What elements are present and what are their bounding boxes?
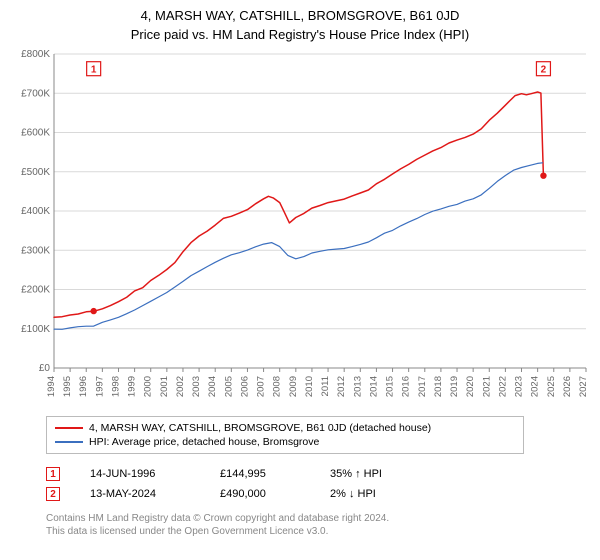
svg-text:£700K: £700K xyxy=(21,88,50,99)
svg-text:2021: 2021 xyxy=(481,376,492,397)
sales-row-1: 1 14-JUN-1996 £144,995 35% ↑ HPI xyxy=(46,464,584,484)
svg-text:2006: 2006 xyxy=(239,376,250,397)
chart-area: £0 £100K £200K £300K £400K £500K £600K £700K £80… xyxy=(10,48,590,408)
svg-text:2011: 2011 xyxy=(320,376,331,396)
svg-text:2015: 2015 xyxy=(385,376,396,397)
svg-text:2013: 2013 xyxy=(352,376,363,397)
svg-text:£0: £0 xyxy=(39,363,51,374)
svg-text:1998: 1998 xyxy=(110,376,121,397)
svg-text:2016: 2016 xyxy=(401,376,412,397)
svg-text:1997: 1997 xyxy=(94,376,105,397)
svg-text:2003: 2003 xyxy=(191,376,202,397)
legend-item-hpi: HPI: Average price, detached house, Brom… xyxy=(55,435,515,449)
sales-price-1: £144,995 xyxy=(220,468,300,480)
sales-price-2: £490,000 xyxy=(220,488,300,500)
svg-text:£800K: £800K xyxy=(21,49,50,60)
svg-text:2: 2 xyxy=(541,65,547,76)
svg-text:2026: 2026 xyxy=(562,376,573,397)
legend-label-hpi: HPI: Average price, detached house, Brom… xyxy=(89,436,319,448)
sales-date-1: 14-JUN-1996 xyxy=(90,468,190,480)
footer: Contains HM Land Registry data © Crown c… xyxy=(46,512,584,538)
svg-text:2020: 2020 xyxy=(465,376,476,397)
svg-text:£400K: £400K xyxy=(21,206,50,217)
footer-line-1: Contains HM Land Registry data © Crown c… xyxy=(46,512,584,525)
footer-line-2: This data is licensed under the Open Gov… xyxy=(46,525,584,538)
svg-text:£300K: £300K xyxy=(21,245,50,256)
svg-text:£500K: £500K xyxy=(21,167,50,178)
svg-text:1: 1 xyxy=(91,65,97,76)
legend: 4, MARSH WAY, CATSHILL, BROMSGROVE, B61 … xyxy=(46,416,524,454)
sales-table: 1 14-JUN-1996 £144,995 35% ↑ HPI 2 13-MA… xyxy=(46,464,584,504)
legend-swatch-hpi xyxy=(55,441,83,443)
svg-text:2024: 2024 xyxy=(530,376,541,397)
chart-subtitle: Price paid vs. HM Land Registry's House … xyxy=(10,27,590,42)
svg-text:2007: 2007 xyxy=(256,376,267,397)
svg-text:2008: 2008 xyxy=(272,376,283,397)
chart-svg: £0 £100K £200K £300K £400K £500K £600K £700K £80… xyxy=(10,48,590,408)
sales-delta-2: 2% ↓ HPI xyxy=(330,488,420,500)
svg-text:2025: 2025 xyxy=(546,376,557,397)
svg-text:2005: 2005 xyxy=(223,376,234,397)
sales-delta-1: 35% ↑ HPI xyxy=(330,468,420,480)
svg-text:£600K: £600K xyxy=(21,128,50,139)
svg-text:2019: 2019 xyxy=(449,376,460,397)
svg-text:2017: 2017 xyxy=(417,376,428,397)
sales-date-2: 13-MAY-2024 xyxy=(90,488,190,500)
sales-marker-1: 1 xyxy=(46,467,60,481)
svg-text:2010: 2010 xyxy=(304,376,315,397)
svg-text:2027: 2027 xyxy=(578,376,589,397)
svg-text:2018: 2018 xyxy=(433,376,444,397)
sales-row-2: 2 13-MAY-2024 £490,000 2% ↓ HPI xyxy=(46,484,584,504)
svg-text:2001: 2001 xyxy=(159,376,170,397)
svg-text:1999: 1999 xyxy=(127,376,138,397)
svg-text:2023: 2023 xyxy=(514,376,525,397)
legend-label-property: 4, MARSH WAY, CATSHILL, BROMSGROVE, B61 … xyxy=(89,422,431,434)
chart-title: 4, MARSH WAY, CATSHILL, BROMSGROVE, B61 … xyxy=(10,8,590,23)
svg-text:2000: 2000 xyxy=(143,376,154,397)
svg-text:1996: 1996 xyxy=(78,376,89,397)
svg-text:1994: 1994 xyxy=(46,376,57,397)
svg-text:2002: 2002 xyxy=(175,376,186,397)
svg-text:1995: 1995 xyxy=(62,376,73,397)
svg-text:2022: 2022 xyxy=(497,376,508,397)
legend-swatch-property xyxy=(55,427,83,429)
sales-marker-2: 2 xyxy=(46,487,60,501)
svg-text:2009: 2009 xyxy=(288,376,299,397)
legend-item-property: 4, MARSH WAY, CATSHILL, BROMSGROVE, B61 … xyxy=(55,421,515,435)
svg-text:£100K: £100K xyxy=(21,324,50,335)
svg-text:£200K: £200K xyxy=(21,285,50,296)
svg-text:2014: 2014 xyxy=(368,376,379,397)
svg-text:2004: 2004 xyxy=(207,376,218,397)
svg-text:2012: 2012 xyxy=(336,376,347,397)
